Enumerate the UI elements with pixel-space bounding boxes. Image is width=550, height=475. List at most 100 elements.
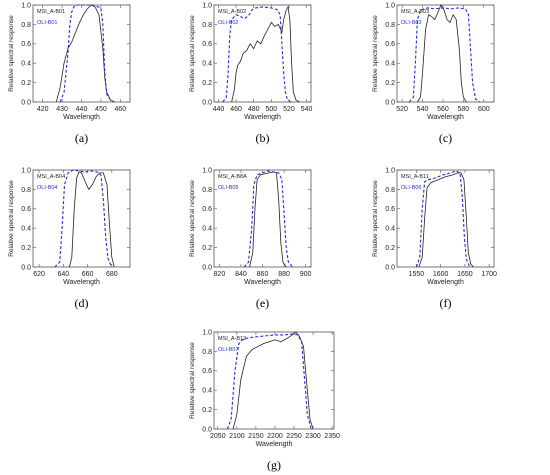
y-tick-label: 1.0 xyxy=(21,2,31,9)
y-tick-label: 0.4 xyxy=(385,226,395,233)
y-tick-label: 0.6 xyxy=(202,41,212,48)
panel-caption: (d) xyxy=(75,296,89,310)
x-tick-label: 500 xyxy=(265,106,277,113)
x-tick-label: 620 xyxy=(33,271,45,278)
chart-panel-2: 0.0 0.2 0.4 0.6 0.8 1.0 440 460 480 500 520 540 Wave… xyxy=(189,2,313,145)
y-tick-label: 0.6 xyxy=(21,206,31,213)
series-line-msi-a-b03 xyxy=(417,4,467,103)
y-tick-label: 0.0 xyxy=(385,264,395,271)
y-tick-label: 1.0 xyxy=(202,329,212,336)
x-tick-label: 1650 xyxy=(457,271,473,278)
x-tick-label: 680 xyxy=(106,271,118,278)
x-axis-label: Wavelength xyxy=(63,279,100,286)
y-axis-label: Relative spectral response xyxy=(8,180,15,257)
y-tick-label: 1.0 xyxy=(21,167,31,174)
x-tick-label: 540 xyxy=(417,106,429,113)
y-tick-label: 0.2 xyxy=(202,80,212,87)
y-tick-label: 1.0 xyxy=(385,2,395,9)
y-axis-label: Relative spectral response xyxy=(189,342,196,419)
x-tick-label: 2300 xyxy=(305,433,321,440)
plot-frame xyxy=(213,331,335,430)
y-axis-label: Relative spectral response xyxy=(189,180,196,257)
x-tick-label: 460 xyxy=(230,106,242,113)
series-line-msi-a-b02 xyxy=(231,5,300,103)
y-tick-label: 0.2 xyxy=(202,245,212,252)
y-axis-label: Relative spectral response xyxy=(189,15,196,92)
x-tick-label: 860 xyxy=(257,271,269,278)
x-axis-label: Wavelength xyxy=(244,279,281,286)
y-axis-label: Relative spectral response xyxy=(8,15,15,92)
y-tick-label: 0.2 xyxy=(21,80,31,87)
series-line-msi-a-b04 xyxy=(68,171,115,268)
y-tick-label: 0.6 xyxy=(202,206,212,213)
legend-entry: MSI_A-B12 xyxy=(218,336,246,342)
panel-caption: (e) xyxy=(256,296,269,310)
x-tick-label: 420 xyxy=(37,106,49,113)
y-tick-label: 0.8 xyxy=(202,22,212,29)
y-tick-label: 0.4 xyxy=(21,61,31,68)
x-tick-label: 2150 xyxy=(248,433,264,440)
y-tick-label: 0.2 xyxy=(385,245,395,252)
x-axis-label: Wavelength xyxy=(244,114,281,121)
y-axis-label: Relative spectral response xyxy=(372,15,379,92)
y-tick-label: 0.4 xyxy=(202,61,212,68)
y-tick-label: 0.4 xyxy=(385,61,395,68)
y-tick-label: 1.0 xyxy=(202,2,212,9)
y-tick-label: 0.6 xyxy=(21,41,31,48)
x-tick-label: 840 xyxy=(235,271,247,278)
x-tick-label: 540 xyxy=(301,106,313,113)
panel-caption: (a) xyxy=(75,131,88,145)
x-axis-label: Wavelength xyxy=(63,114,100,121)
series-line-oli-b07 xyxy=(226,333,312,430)
y-tick-label: 0.8 xyxy=(202,349,212,356)
x-tick-label: 2200 xyxy=(267,433,283,440)
legend-entry: OLI-B07 xyxy=(218,347,238,353)
x-axis-label: Wavelength xyxy=(427,279,464,286)
series-line-msi-a-b8a xyxy=(249,171,287,268)
y-tick-label: 0.6 xyxy=(385,41,395,48)
x-tick-label: 1550 xyxy=(409,271,425,278)
y-tick-label: 0.0 xyxy=(202,426,212,433)
y-tick-label: 0.8 xyxy=(21,187,31,194)
x-tick-label: 1700 xyxy=(481,271,497,278)
legend-entry: MSI_A-B11 xyxy=(401,174,429,180)
y-tick-label: 0.8 xyxy=(385,22,395,29)
legend-entry: OLI-B04 xyxy=(37,185,57,191)
legend-entry: OLI-B03 xyxy=(401,20,421,26)
series-line-oli-b05 xyxy=(243,170,294,268)
y-tick-label: 0.8 xyxy=(21,22,31,29)
chart-panel-3: 0.0 0.2 0.4 0.6 0.8 1.0 520 540 560 580 600 Wavelen… xyxy=(372,2,495,145)
x-tick-label: 430 xyxy=(56,106,68,113)
y-tick-label: 0.4 xyxy=(21,226,31,233)
chart-panel-5: 0.0 0.2 0.4 0.6 0.8 1.0 820 840 860 880 900 Wavelen… xyxy=(189,167,312,310)
y-tick-label: 0.8 xyxy=(202,187,212,194)
y-tick-label: 0.6 xyxy=(385,206,395,213)
y-tick-label: 1.0 xyxy=(385,167,395,174)
x-tick-label: 1600 xyxy=(433,271,449,278)
panel-caption: (g) xyxy=(267,458,281,472)
plot-frame xyxy=(213,4,312,103)
plot-frame xyxy=(396,4,495,103)
x-tick-label: 520 xyxy=(396,106,408,113)
plot-frame xyxy=(32,169,131,268)
x-tick-label: 880 xyxy=(278,271,290,278)
series-line-msi-a-b11 xyxy=(418,172,474,268)
legend-entry: OLI-B02 xyxy=(218,20,238,26)
x-tick-label: 520 xyxy=(283,106,295,113)
y-tick-label: 0.0 xyxy=(385,99,395,106)
x-tick-label: 450 xyxy=(95,106,107,113)
series-line-oli-b03 xyxy=(408,7,481,103)
series-line-msi-a-b12 xyxy=(232,331,314,430)
y-tick-label: 0.2 xyxy=(202,407,212,414)
x-tick-label: 440 xyxy=(213,106,225,113)
x-tick-label: 820 xyxy=(214,271,226,278)
x-axis-label: Wavelength xyxy=(256,441,293,448)
legend-entry: MSI_A-B03 xyxy=(401,9,429,15)
legend-entry: MSI_A-B04 xyxy=(37,174,65,180)
y-tick-label: 0.2 xyxy=(21,245,31,252)
x-tick-label: 900 xyxy=(300,271,312,278)
chart-panel-4: 0.0 0.2 0.4 0.6 0.8 1.0 620 640 660 680 Wavelength… xyxy=(8,167,131,310)
y-tick-label: 0.0 xyxy=(21,264,31,271)
